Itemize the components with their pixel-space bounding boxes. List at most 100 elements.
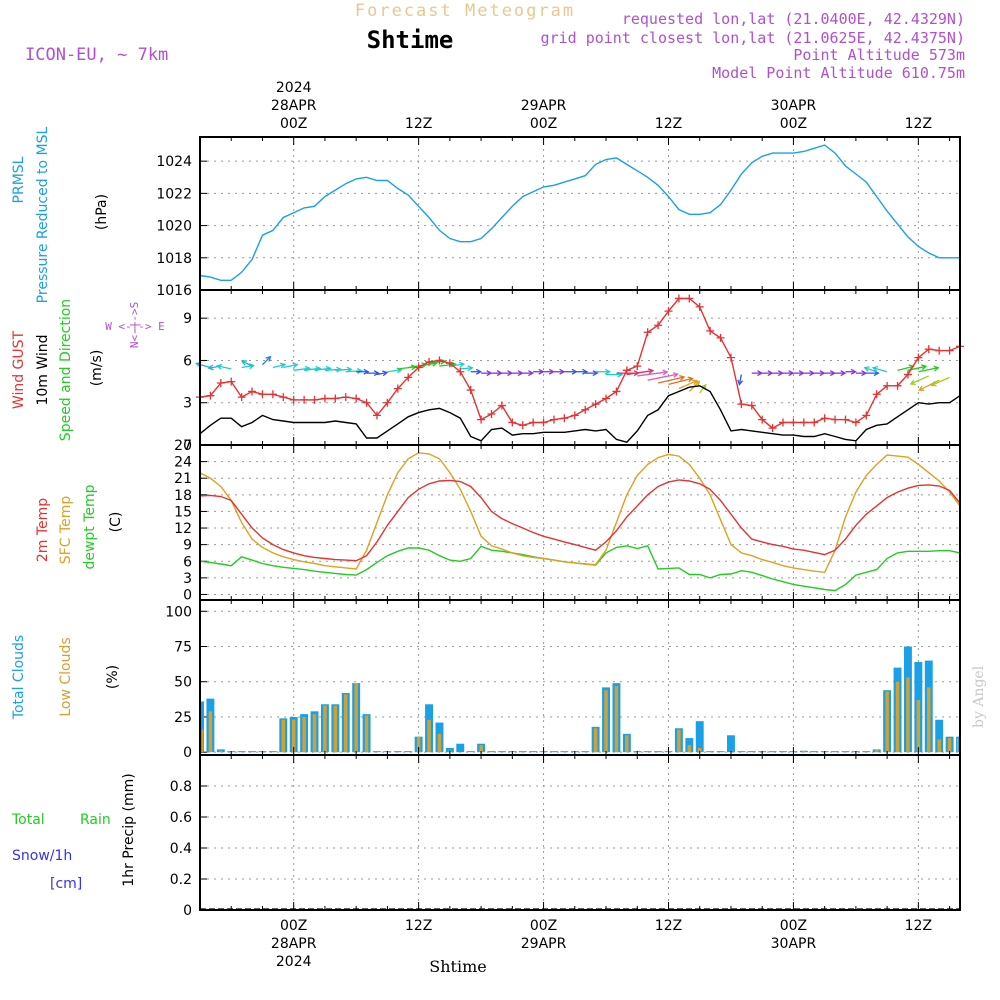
total-cloud-bar bbox=[237, 751, 246, 753]
pressure-ytick-label: 1018 bbox=[156, 251, 192, 267]
gust-marker bbox=[820, 414, 829, 423]
gust-marker bbox=[258, 390, 267, 399]
bottom-time-label: 2024 bbox=[276, 954, 312, 970]
total-cloud-bar bbox=[248, 751, 257, 753]
gust-marker bbox=[497, 401, 506, 410]
gust-marker bbox=[300, 395, 309, 404]
dewpoint-line bbox=[199, 544, 961, 592]
wind-arrow-head bbox=[917, 385, 925, 392]
wind-arrow-shaft bbox=[335, 368, 352, 371]
precipitation-ytick-label: 0.8 bbox=[170, 779, 192, 795]
wind-arrow-head bbox=[737, 379, 744, 386]
wind-arrow-head bbox=[757, 370, 764, 377]
gust-marker bbox=[227, 377, 236, 386]
wind-arrow-shaft bbox=[196, 362, 211, 369]
low-cloud-bar bbox=[437, 733, 442, 753]
pressure-ytick-label: 1022 bbox=[156, 186, 192, 202]
wind-arrow-shaft bbox=[872, 367, 888, 373]
wind-direction-arrow bbox=[574, 368, 589, 375]
wind-arrow-head bbox=[548, 368, 555, 375]
wind-arrow-head bbox=[798, 370, 805, 377]
wind-direction-arrow bbox=[930, 376, 950, 387]
low-clouds-label: Low Clouds bbox=[58, 637, 74, 716]
gust-marker bbox=[487, 410, 496, 418]
total-cloud-bar bbox=[466, 751, 475, 753]
gust-marker bbox=[289, 395, 298, 404]
gust-marker bbox=[320, 394, 329, 403]
wind-arrow-head bbox=[559, 368, 566, 375]
wind-arrow-shaft bbox=[738, 374, 743, 385]
bottom-time-label: 12Z bbox=[655, 918, 682, 934]
total-cloud-bar bbox=[393, 751, 402, 753]
gust-marker bbox=[831, 415, 840, 424]
gust-marker bbox=[331, 394, 340, 403]
chart-title: Forecast Meteogram bbox=[355, 1, 575, 21]
total-cloud-bar bbox=[550, 751, 558, 753]
temperature-ytick-label: 9 bbox=[183, 538, 192, 554]
wind-direction-arrow bbox=[262, 355, 272, 366]
gust-marker bbox=[248, 387, 257, 396]
top-time-label: 00Z bbox=[530, 116, 557, 132]
wind-direction-arrow bbox=[657, 375, 686, 384]
gust-marker bbox=[851, 418, 860, 427]
clouds-panel: 0 25 50 75 100 bbox=[165, 600, 960, 761]
gust-marker bbox=[508, 418, 517, 427]
wind-arrow-head bbox=[592, 370, 599, 377]
pressure-panel: 1016 1018 1020 1022 1024 bbox=[156, 137, 960, 299]
low-cloud-bar bbox=[416, 736, 421, 753]
gust-marker bbox=[633, 362, 642, 371]
model-altitude: Model Point Altitude 610.75m bbox=[712, 64, 965, 82]
total-cloud-bar bbox=[643, 751, 652, 753]
low-cloud-bar bbox=[604, 690, 608, 753]
gust-marker bbox=[445, 359, 454, 368]
gust-marker bbox=[758, 415, 767, 424]
gust-marker bbox=[685, 294, 694, 303]
gust-marker bbox=[695, 302, 704, 311]
clouds-ytick-label: 0 bbox=[183, 745, 192, 761]
temp-unit: (C) bbox=[108, 512, 124, 533]
gust-marker bbox=[477, 415, 486, 424]
wind-arrow-head bbox=[528, 370, 535, 377]
top-time-label: 12Z bbox=[405, 116, 432, 132]
wind-arrow-shaft bbox=[668, 377, 693, 386]
gust-marker bbox=[279, 393, 288, 402]
gust-marker bbox=[789, 418, 798, 427]
wind-arrow-head bbox=[207, 364, 214, 371]
wind-arrow-head bbox=[248, 363, 255, 370]
wind-arrow-shaft bbox=[637, 371, 668, 377]
low-cloud-bar bbox=[302, 716, 306, 753]
wind-arrow-shaft bbox=[345, 370, 362, 373]
t2m-line bbox=[199, 479, 961, 562]
total-cloud-bar bbox=[445, 747, 454, 753]
wind-direction-arrow bbox=[564, 368, 578, 375]
temperature-ytick-label: 27 bbox=[174, 438, 192, 454]
wind-direction-arrow bbox=[762, 370, 774, 377]
wind-arrow-head bbox=[647, 368, 655, 375]
gridpoint-coords: grid point closest lon,lat (21.0625E, 42… bbox=[541, 29, 965, 47]
wind-direction-arrow bbox=[522, 370, 535, 377]
total-cloud-bar bbox=[373, 751, 381, 753]
gust-marker bbox=[341, 393, 350, 402]
wind-direction-arrow bbox=[855, 370, 868, 377]
wind-arrow-head bbox=[767, 370, 774, 377]
pressure-labels: PRMSL Pressure Reduced to MSL (hPa) bbox=[11, 126, 110, 303]
wind-direction-arrow bbox=[783, 370, 795, 377]
top-time-label: 00Z bbox=[780, 116, 807, 132]
low-cloud-bar bbox=[947, 738, 952, 753]
wind-arrow-shaft bbox=[918, 379, 940, 391]
gust-marker bbox=[747, 401, 756, 410]
gust-marker bbox=[810, 418, 819, 427]
gust-marker bbox=[529, 418, 538, 427]
low-cloud-bar bbox=[344, 694, 348, 753]
clouds-ytick-label: 75 bbox=[174, 640, 192, 656]
total-cloud-bar bbox=[654, 751, 663, 753]
wind-ytick-label: 0 bbox=[183, 438, 192, 454]
low-cloud-bar bbox=[614, 685, 619, 753]
wind-arrow-head bbox=[679, 375, 686, 381]
wind-arrow-shaft bbox=[931, 376, 950, 386]
wind-arrow-shaft bbox=[241, 360, 253, 367]
wind-direction-arrow bbox=[533, 368, 545, 375]
low-cloud-bar bbox=[427, 719, 431, 753]
wind-direction-arrow bbox=[356, 368, 370, 375]
